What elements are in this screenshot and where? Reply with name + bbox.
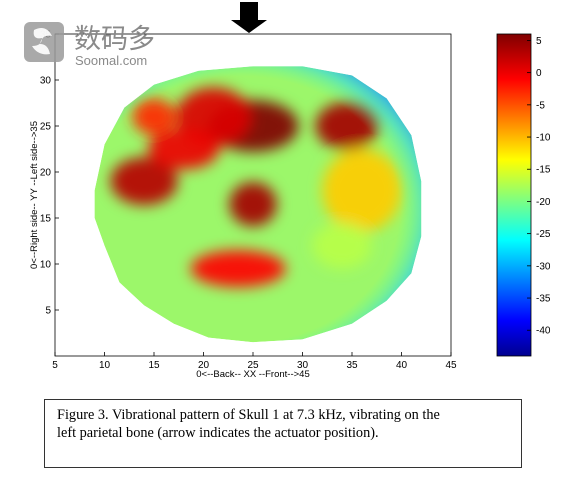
y-tick-label: 10 [40, 260, 52, 271]
watermark-brand-cn: 数码多 [74, 24, 155, 54]
caption-line-1: Figure 3. Vibrational pattern of Skull 1… [57, 407, 440, 423]
colorbar-ticks: 5 0 -5 -10 -15 -20 -25 -30 -35 -40 [527, 36, 551, 337]
x-tick-label: 40 [396, 360, 408, 371]
watermark-logo-icon [24, 22, 64, 62]
y-tick-label: 15 [40, 214, 52, 225]
y-tick-label: 30 [40, 76, 52, 87]
colorbar-tick-label: -5 [536, 100, 545, 111]
x-tick-label: 10 [99, 360, 111, 371]
y-tick-label: 20 [40, 168, 52, 179]
caption-line-2: left parietal bone (arrow indicates the … [57, 425, 379, 441]
colorbar-tick-label: -40 [536, 326, 551, 337]
colorbar [496, 33, 532, 357]
x-tick-label: 25 [247, 360, 259, 371]
colorbar-tick-label: -30 [536, 261, 551, 272]
y-axis-label: 0<--Right side-- YY --Left side-->35 [29, 121, 40, 269]
x-tick-label: 5 [52, 360, 58, 371]
x-tick-label: 15 [148, 360, 160, 371]
x-axis-ticks: 5 10 15 20 25 30 35 40 45 [52, 352, 457, 371]
colorbar-tick-label: -10 [536, 133, 551, 144]
vibration-figure: 5 10 15 20 25 30 35 40 45 5 10 15 20 25 30 35 0<--Back… [24, 2, 551, 380]
actuator-arrow-icon [231, 2, 267, 33]
colorbar-tick-label: 5 [536, 36, 542, 47]
figure-caption: Figure 3. Vibrational pattern of Skull 1… [44, 399, 522, 468]
skull-edge-shading [94, 66, 422, 343]
colorbar-tick-label: -15 [536, 165, 551, 176]
heatmap-layer [94, 66, 422, 343]
x-tick-label: 35 [346, 360, 358, 371]
colorbar-tick-label: -35 [536, 294, 551, 305]
x-tick-label: 30 [297, 360, 309, 371]
watermark-logo: 数码多 Soomal.com [24, 22, 155, 68]
colorbar-tick-label: 0 [536, 68, 542, 79]
watermark-swirl-icon [32, 28, 52, 55]
colorbar-tick-label: -25 [536, 229, 551, 240]
y-tick-label: 5 [45, 306, 51, 317]
colorbar-tick-label: -20 [536, 197, 551, 208]
x-tick-label: 20 [198, 360, 210, 371]
watermark-brand-en: Soomal.com [75, 53, 147, 68]
x-tick-label: 45 [445, 360, 457, 371]
x-axis-label: 0<--Back-- XX --Front-->45 [196, 369, 310, 380]
y-tick-label: 25 [40, 122, 52, 133]
